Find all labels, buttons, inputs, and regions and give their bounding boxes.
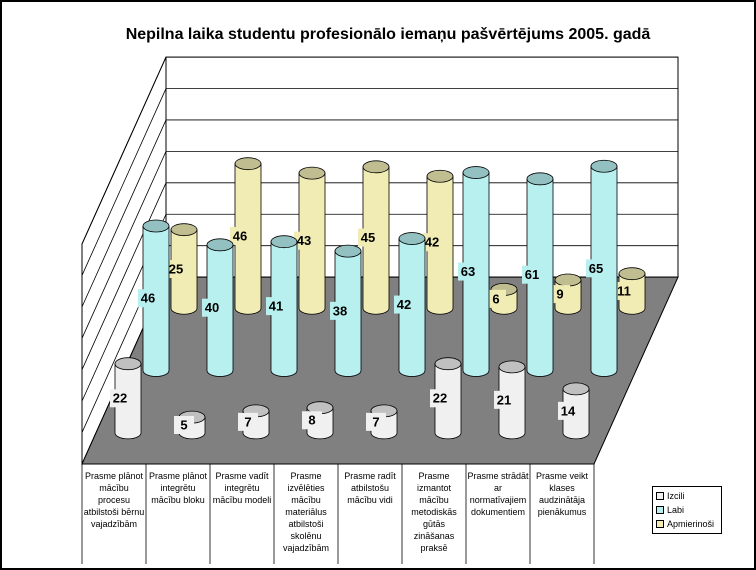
data-label: 38 bbox=[333, 303, 347, 318]
legend-item: Labi bbox=[656, 503, 718, 517]
data-label-box bbox=[558, 401, 578, 420]
data-label: 8 bbox=[308, 413, 315, 428]
cylinder-top bbox=[362, 160, 390, 174]
data-label: 40 bbox=[205, 300, 219, 315]
cylinder-top bbox=[298, 166, 326, 180]
data-label-box bbox=[366, 412, 386, 431]
cylinder-top bbox=[434, 357, 462, 371]
cylinder-top bbox=[270, 235, 298, 249]
cylinder-top bbox=[234, 157, 262, 171]
cylinder-top bbox=[334, 244, 362, 258]
data-label: 45 bbox=[361, 230, 375, 245]
grid-line bbox=[81, 213, 678, 402]
data-label-box bbox=[458, 262, 478, 281]
legend-label: Izcili bbox=[667, 491, 685, 501]
data-label-box bbox=[166, 259, 186, 278]
data-label-box bbox=[430, 389, 450, 408]
grid-line bbox=[81, 88, 678, 276]
x-tick-label: Prasme veikt klases audzinātāja pienākum… bbox=[535, 471, 588, 517]
data-label: 65 bbox=[589, 261, 603, 276]
data-label: 7 bbox=[244, 414, 251, 429]
data-label: 9 bbox=[556, 287, 563, 302]
x-tick-label: Prasme plānot integrētu mācību bloku bbox=[148, 471, 208, 505]
data-label: 42 bbox=[425, 235, 439, 250]
data-label: 63 bbox=[461, 264, 475, 279]
grid-line bbox=[81, 150, 678, 339]
data-label-box bbox=[202, 298, 222, 317]
data-label-box bbox=[174, 415, 194, 434]
data-label-box bbox=[358, 228, 378, 247]
x-tick-label: Prasme plānot mācību procesu atbilstoši … bbox=[83, 471, 145, 529]
cylinder-top bbox=[462, 166, 490, 179]
data-label-box bbox=[302, 411, 322, 430]
data-label: 46 bbox=[141, 291, 155, 306]
x-tick-label: Prasme izvēlēties mācību materiālus atbi… bbox=[282, 471, 330, 553]
data-label-box bbox=[550, 285, 570, 304]
cylinder-top bbox=[426, 169, 454, 183]
data-label-box bbox=[330, 301, 350, 320]
data-label: 21 bbox=[497, 392, 511, 407]
grid-line bbox=[81, 182, 678, 370]
cylinder-top bbox=[398, 232, 426, 245]
cylinder-top bbox=[554, 273, 582, 287]
grid-line bbox=[81, 119, 678, 308]
legend-item: Apmierinoši bbox=[656, 517, 718, 531]
data-label-box bbox=[394, 295, 414, 314]
data-label-box bbox=[614, 281, 634, 300]
data-label-box bbox=[294, 231, 314, 250]
legend-label: Labi bbox=[667, 505, 685, 515]
data-label-box bbox=[110, 389, 130, 408]
x-tick-label: Prasme strādāt ar normatīvajiem dokument… bbox=[467, 471, 529, 517]
data-label: 43 bbox=[297, 233, 311, 248]
data-label: 25 bbox=[169, 261, 183, 276]
cylinder-top bbox=[114, 357, 142, 371]
cylinder-top bbox=[170, 223, 198, 237]
data-label-box bbox=[238, 412, 258, 431]
legend-label: Apmierinoši bbox=[667, 519, 715, 529]
data-label: 41 bbox=[269, 299, 283, 314]
grid-line bbox=[81, 56, 678, 245]
data-label-box bbox=[230, 226, 250, 245]
x-tick-label: Prasme izmantot mācību metodiskās gūtās … bbox=[411, 471, 457, 553]
x-tick-label: Prasme vadīt integrētu mācību modeli bbox=[212, 471, 272, 505]
data-label: 7 bbox=[372, 414, 379, 429]
data-label-box bbox=[522, 265, 542, 284]
data-label: 61 bbox=[525, 267, 539, 282]
chart-title: Nepilna laika studentu profesionālo iema… bbox=[126, 26, 651, 43]
data-label-box bbox=[266, 297, 286, 316]
data-label-box bbox=[422, 233, 442, 252]
legend: Izcili Labi Apmierinoši bbox=[652, 486, 722, 534]
legend-swatch bbox=[656, 506, 664, 514]
data-label-box bbox=[138, 289, 158, 308]
data-label: 11 bbox=[617, 283, 631, 298]
x-tick-label: Prasme radīt atbilstošu mācību vidi bbox=[344, 471, 396, 505]
cylinder-top bbox=[618, 267, 646, 281]
data-label-box bbox=[486, 289, 506, 308]
cylinder-top bbox=[562, 382, 590, 396]
legend-swatch bbox=[656, 520, 664, 528]
cylinder-top bbox=[526, 172, 554, 186]
data-label-box bbox=[494, 390, 514, 409]
cylinder-top bbox=[498, 360, 526, 374]
data-label: 46 bbox=[233, 228, 247, 243]
data-label: 14 bbox=[561, 403, 576, 418]
cylinder-top bbox=[590, 159, 618, 173]
data-label: 22 bbox=[433, 391, 447, 406]
data-label: 22 bbox=[113, 391, 127, 406]
legend-swatch bbox=[656, 492, 664, 500]
cylinder-top bbox=[142, 219, 170, 233]
cylinder-top bbox=[206, 238, 234, 252]
data-label: 6 bbox=[492, 291, 499, 306]
data-label: 42 bbox=[397, 297, 411, 312]
data-label: 5 bbox=[180, 417, 187, 432]
legend-item: Izcili bbox=[656, 489, 718, 503]
data-label-box bbox=[586, 259, 606, 278]
